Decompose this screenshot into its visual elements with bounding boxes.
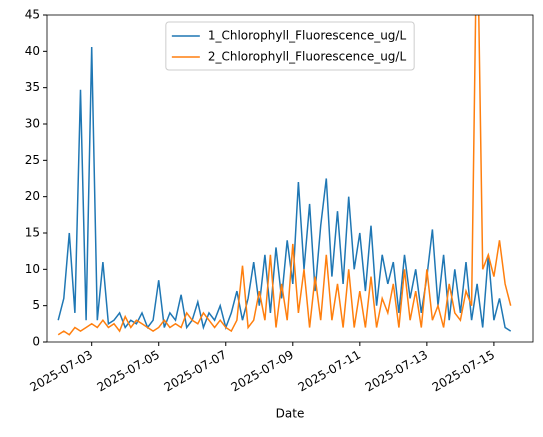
y-tick-label: 30	[25, 117, 40, 131]
x-tick-label: 2025-07-07	[162, 348, 229, 395]
y-tick-label: 45	[25, 8, 40, 22]
y-tick-label: 40	[25, 44, 40, 58]
y-tick-label: 10	[25, 262, 40, 276]
y-tick-label: 20	[25, 189, 40, 203]
x-tick-label: 2025-07-03	[28, 348, 95, 395]
y-tick-label: 25	[25, 153, 40, 167]
y-tick-label: 15	[25, 226, 40, 240]
line-series	[57, 15, 512, 336]
legend-label: 1_Chlorophyll_Fluorescence_ug/L	[208, 29, 407, 43]
x-tick-label: 2025-07-13	[363, 348, 430, 395]
y-tick-label: 0	[32, 335, 40, 349]
line-series	[57, 46, 512, 332]
x-tick-label: 2025-07-11	[296, 348, 363, 395]
x-tick-label: 2025-07-15	[430, 348, 497, 395]
x-tick-label: 2025-07-09	[229, 348, 296, 395]
y-tick-label: 5	[32, 298, 40, 312]
y-tick-label: 35	[25, 80, 40, 94]
legend: 1_Chlorophyll_Fluorescence_ug/L 2_Chlorop…	[165, 21, 415, 71]
legend-box	[165, 21, 415, 71]
x-tick-label: 2025-07-05	[95, 348, 162, 395]
plot-frame	[46, 14, 534, 343]
legend-label: 2_Chlorophyll_Fluorescence_ug/L	[208, 50, 407, 64]
x-axis-label: Date	[276, 407, 305, 421]
